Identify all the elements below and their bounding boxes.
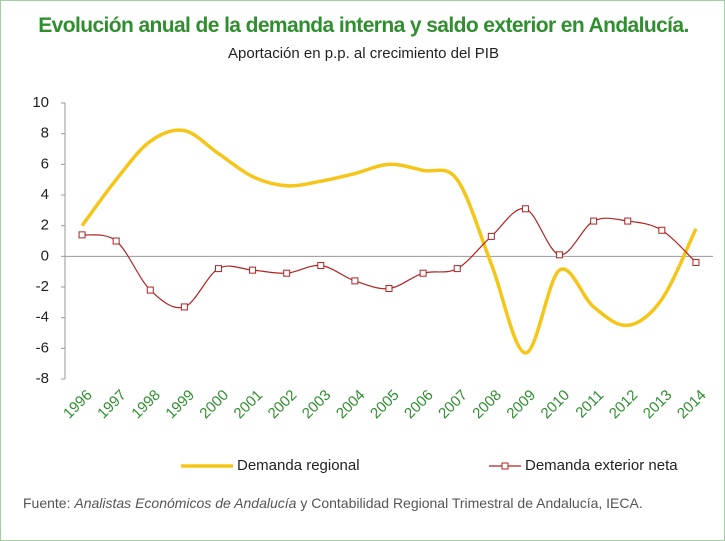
- x-tick-label: 2004: [333, 387, 369, 423]
- y-tick-label: 10: [32, 94, 49, 111]
- x-tick-label: 2008: [469, 387, 505, 423]
- x-tick-label: 2006: [401, 387, 437, 423]
- point-marker: [692, 258, 700, 266]
- chart: -8-6-4-202468101996199719981999200020012…: [32, 94, 713, 474]
- x-tick-label: 2009: [503, 387, 539, 423]
- y-tick-label: 0: [41, 247, 49, 264]
- y-tick-label: -2: [36, 278, 49, 295]
- legend-label: Demanda exterior neta: [525, 457, 678, 474]
- x-tick-label: 1998: [128, 387, 164, 423]
- point-marker: [146, 286, 154, 294]
- y-tick-label: 4: [41, 186, 49, 203]
- chart-title: Evolución anual de la demanda interna y …: [38, 14, 689, 37]
- x-tick-label: 2001: [231, 387, 267, 423]
- source-suffix: y Contabilidad Regional Trimestral de An…: [300, 495, 643, 511]
- y-tick-label: 8: [41, 125, 49, 142]
- x-tick-label: 2005: [367, 387, 403, 423]
- point-marker: [180, 303, 188, 311]
- point-marker: [249, 266, 257, 274]
- y-tick-label: -6: [36, 339, 49, 356]
- y-tick-label: -4: [36, 309, 49, 326]
- x-tick-label: 2003: [299, 387, 335, 423]
- point-marker: [317, 262, 325, 270]
- x-tick-label: 2011: [572, 387, 607, 422]
- source-italic: Analistas Económicos de Andalucía: [74, 495, 297, 511]
- x-tick-label: 2007: [435, 387, 471, 423]
- legend-label: Demanda regional: [237, 457, 360, 474]
- x-tick-label: 1997: [94, 387, 130, 423]
- point-marker: [78, 231, 86, 239]
- y-tick-label: -8: [36, 370, 49, 387]
- x-tick-label: 2014: [674, 387, 710, 423]
- point-marker: [556, 251, 564, 259]
- point-marker: [419, 269, 427, 277]
- source-prefix: Fuente:: [23, 495, 71, 511]
- point-marker: [658, 226, 666, 234]
- point-marker: [624, 217, 632, 225]
- x-tick-label: 1996: [60, 387, 96, 423]
- x-tick-label: 1999: [162, 387, 198, 423]
- point-marker: [214, 265, 222, 273]
- point-marker: [283, 269, 291, 277]
- title-block: Evolución anual de la demanda interna y …: [21, 13, 706, 67]
- point-marker: [385, 285, 393, 293]
- point-marker: [487, 232, 495, 240]
- point-marker: [521, 205, 529, 213]
- x-tick-label: 2012: [606, 387, 642, 423]
- x-tick-label: 2013: [640, 387, 676, 423]
- point-marker: [590, 217, 598, 225]
- chart-subtitle: Aportación en p.p. al crecimiento del PI…: [228, 45, 499, 62]
- legend-marker: [501, 462, 509, 470]
- point-marker: [351, 277, 359, 285]
- x-tick-label: 2000: [196, 387, 232, 423]
- series-line: [80, 128, 698, 355]
- series-line: [81, 208, 697, 309]
- source-note: Fuente: Analistas Económicos de Andalucí…: [23, 495, 713, 512]
- point-marker: [112, 237, 120, 245]
- y-tick-label: 6: [41, 155, 49, 172]
- x-tick-label: 2010: [538, 387, 574, 423]
- point-marker: [453, 265, 461, 273]
- x-tick-label: 2002: [265, 387, 301, 423]
- y-tick-label: 2: [41, 217, 49, 234]
